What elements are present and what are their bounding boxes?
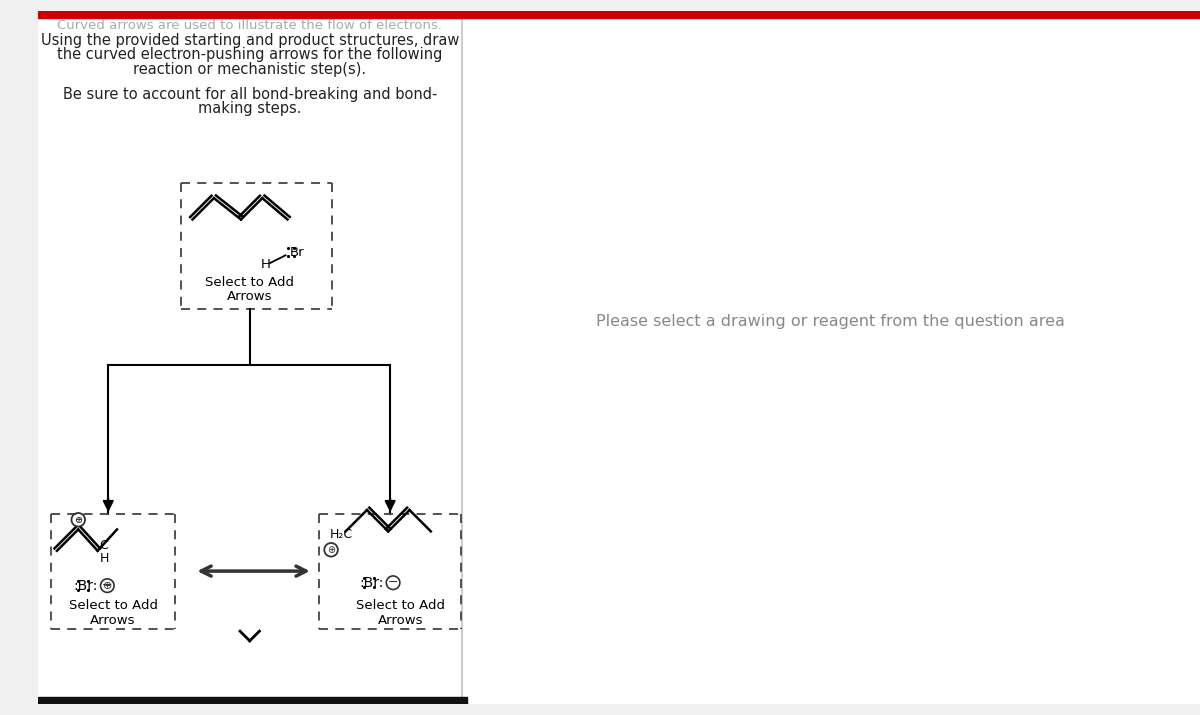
Text: Using the provided starting and product structures, draw: Using the provided starting and product …	[41, 32, 458, 47]
Text: Select to Add: Select to Add	[205, 276, 294, 289]
Text: :Br:: :Br:	[360, 576, 384, 590]
Text: Br: Br	[289, 246, 304, 259]
Bar	[462, 11, 1200, 704]
Text: Arrows: Arrows	[378, 614, 424, 627]
Bar	[37, 11, 462, 704]
Text: making steps.: making steps.	[198, 102, 301, 117]
Text: Select to Add: Select to Add	[356, 599, 445, 613]
Text: ⊕: ⊕	[328, 545, 335, 555]
Text: −: −	[102, 579, 113, 592]
Text: ⊕: ⊕	[74, 515, 83, 525]
Bar	[37, 11, 1200, 18]
Text: C: C	[100, 539, 108, 553]
Text: Please select a drawing or reagent from the question area: Please select a drawing or reagent from …	[596, 314, 1066, 329]
Text: ⊕: ⊕	[103, 581, 112, 591]
Text: H: H	[260, 259, 270, 272]
Text: Arrows: Arrows	[227, 290, 272, 303]
Text: −: −	[388, 576, 398, 589]
Text: Curved arrows are used to illustrate the flow of electrons.: Curved arrows are used to illustrate the…	[58, 19, 442, 32]
Text: Select to Add: Select to Add	[68, 599, 157, 613]
Bar	[37, 697, 467, 704]
Text: H: H	[100, 552, 109, 565]
Text: :Br:: :Br:	[74, 578, 98, 593]
Text: reaction or mechanistic step(s).: reaction or mechanistic step(s).	[133, 61, 366, 77]
Text: H₂C: H₂C	[330, 528, 353, 541]
Text: Be sure to account for all bond-breaking and bond-: Be sure to account for all bond-breaking…	[62, 87, 437, 102]
Text: Arrows: Arrows	[90, 614, 136, 627]
Text: the curved electron-pushing arrows for the following: the curved electron-pushing arrows for t…	[58, 47, 443, 62]
